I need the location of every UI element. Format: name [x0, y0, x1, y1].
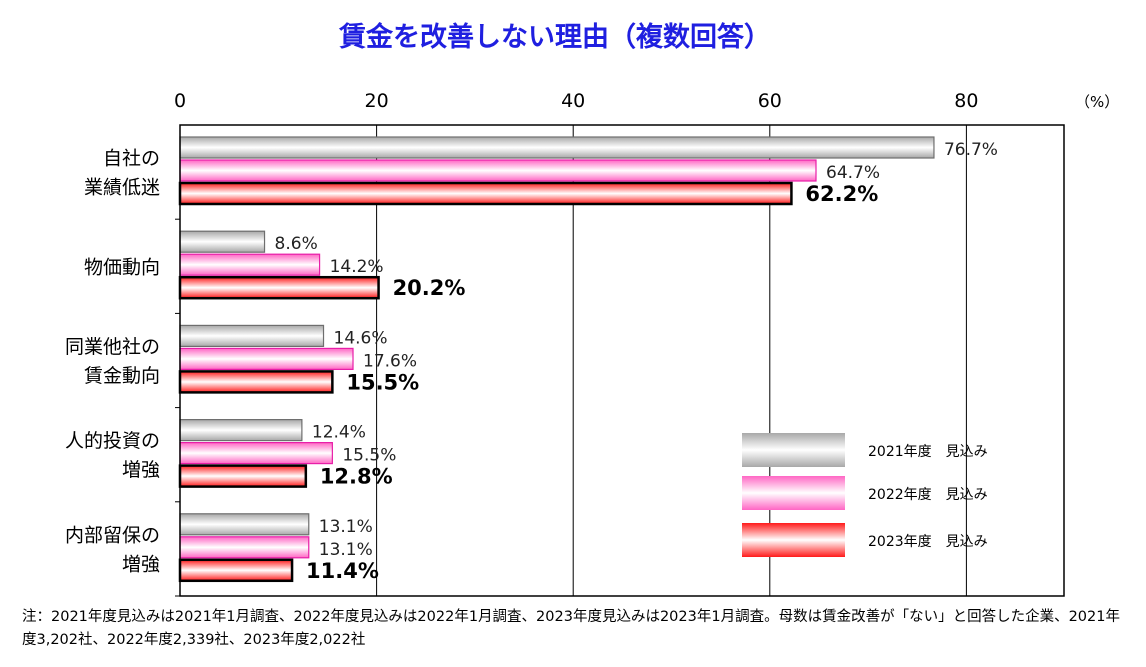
bar: [178, 370, 334, 394]
data-label: 13.1%: [319, 517, 373, 537]
category-label: 同業他社の: [65, 336, 160, 358]
x-tick-label: 0: [174, 90, 186, 112]
data-label: 62.2%: [805, 182, 878, 206]
footnote: 注：2021年度見込みは2021年1月調査、2022年度見込みは2022年1月調…: [22, 609, 1120, 648]
chart-title: 賃金を改善しない理由（複数回答）: [338, 21, 771, 53]
plot-frame: [179, 124, 1065, 597]
legend-label: 2022年度 見込み: [868, 487, 988, 503]
x-tick-label: 80: [954, 90, 978, 112]
data-label: 15.5%: [346, 370, 419, 394]
bar: [179, 513, 310, 536]
bar: [179, 159, 817, 182]
category-label: 業績低迷: [84, 177, 160, 199]
data-label: 76.7%: [944, 140, 998, 160]
bar: [179, 253, 321, 276]
category-label: 内部留保の: [65, 524, 160, 546]
bar: [179, 136, 935, 159]
legend-swatch: [742, 476, 845, 510]
category-label: 増強: [122, 553, 160, 575]
x-tick-label: 60: [758, 90, 782, 112]
data-label: 17.6%: [363, 351, 417, 371]
bar: [179, 347, 354, 370]
bar: [178, 181, 793, 206]
bar: [179, 230, 266, 253]
category-label: 物価動向: [84, 256, 160, 278]
category-label: 賃金動向: [84, 365, 160, 387]
data-label: 20.2%: [393, 276, 466, 300]
bar: [178, 558, 294, 583]
bar: [179, 324, 325, 347]
data-label: 13.1%: [319, 540, 373, 560]
legend-label: 2021年度 見込み: [868, 444, 988, 460]
bar: [179, 536, 310, 559]
category-label: 人的投資の: [65, 430, 160, 452]
bar: [179, 419, 303, 442]
bar: [178, 464, 308, 488]
data-labels: 76.7%64.7%62.2%8.6%14.2%20.2%14.6%17.6%1…: [275, 140, 998, 583]
data-label: 12.4%: [312, 423, 366, 443]
legend-swatch: [742, 523, 845, 557]
x-axis-ticks: 0 20 40 60 80: [174, 90, 979, 112]
data-label: 8.6%: [275, 234, 318, 254]
data-label: 14.2%: [330, 257, 384, 277]
bar: [178, 275, 380, 300]
category-label: 自社の: [103, 148, 160, 170]
legend: 2021年度 見込み 2022年度 見込み 2023年度 見込み: [742, 433, 988, 557]
data-label: 11.4%: [306, 559, 379, 583]
bar: [179, 442, 333, 465]
data-label: 12.8%: [320, 465, 393, 489]
category-label: 増強: [122, 459, 160, 481]
data-label: 15.5%: [342, 446, 396, 466]
x-tick-label: 40: [561, 90, 585, 112]
axis-unit-label: （%）: [1075, 93, 1119, 111]
data-label: 14.6%: [334, 328, 388, 348]
x-tick-label: 20: [365, 90, 389, 112]
legend-swatch: [742, 433, 845, 467]
legend-label: 2023年度 見込み: [868, 534, 988, 550]
data-label: 64.7%: [826, 163, 880, 183]
